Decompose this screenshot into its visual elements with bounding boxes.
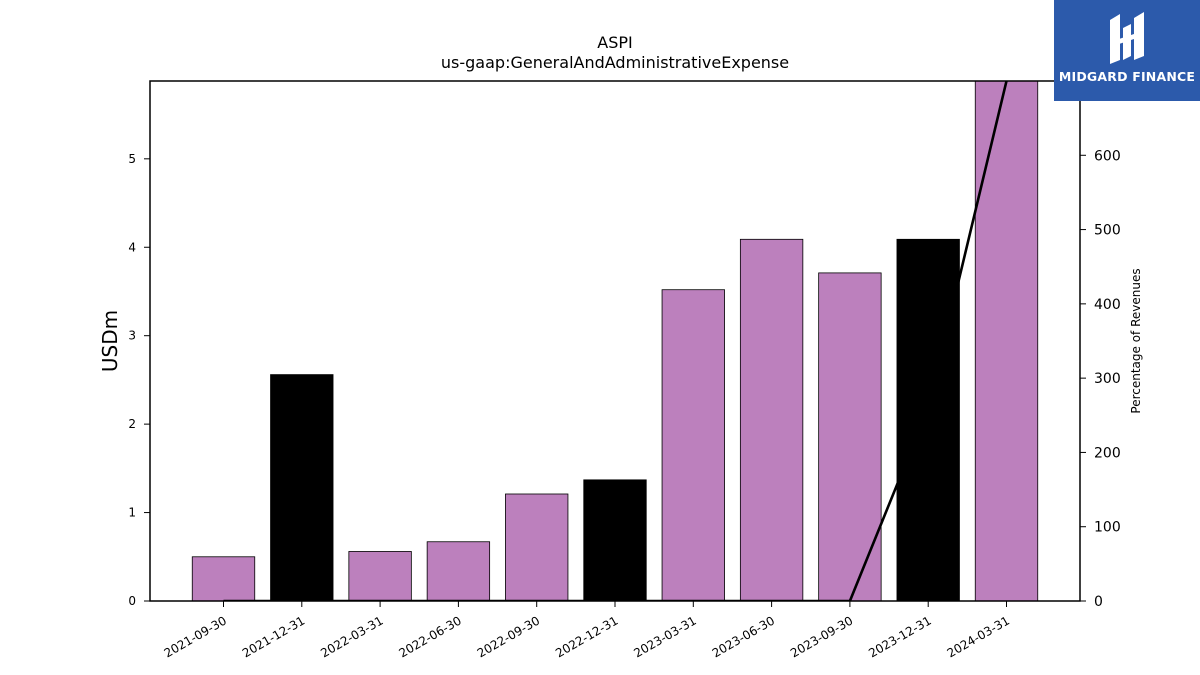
- x-tick-label: 2023-03-31: [631, 613, 698, 660]
- y-tick-label: 4: [128, 240, 136, 254]
- y-tick-label: 0: [128, 594, 136, 608]
- bar-2023-03-31: [661, 289, 725, 602]
- y-axis-left: 0 1 2 3 4 5: [128, 152, 150, 608]
- y-tick-label: 2: [128, 417, 136, 431]
- y-tick-label: 5: [128, 152, 136, 166]
- x-tick-label: 2024-03-31: [945, 613, 1012, 660]
- y-axis-right: 0 100 200 300 400 500 600: [1080, 148, 1121, 610]
- revenue-percentage-line: [223, 81, 1008, 601]
- x-tick-label: 2023-12-31: [866, 613, 933, 660]
- bar-2023-12-31: [896, 238, 960, 602]
- line-percentage-of-revenues: [223, 81, 1008, 601]
- bar-series: [191, 80, 1039, 602]
- bar-2023-09-30: [818, 272, 882, 602]
- y2-tick-label: 0: [1094, 594, 1103, 610]
- y2-tick-label: 400: [1094, 297, 1121, 313]
- y-axis-label: USDm: [98, 310, 122, 372]
- y2-tick-label: 600: [1094, 148, 1121, 164]
- midgard-finance-logo: MIDGARD FINANCE: [1054, 0, 1200, 101]
- bar-2022-09-30: [505, 493, 569, 602]
- x-tick-label: 2022-06-30: [396, 613, 463, 660]
- chart-title: ASPI: [597, 33, 632, 52]
- x-tick-label: 2023-06-30: [710, 613, 777, 660]
- x-tick-label: 2022-09-30: [475, 613, 542, 660]
- x-tick-label: 2021-09-30: [162, 613, 229, 660]
- bar-2021-09-30: [191, 556, 256, 602]
- x-tick-label: 2021-12-31: [240, 613, 307, 660]
- y2-tick-label: 300: [1094, 371, 1121, 387]
- y-tick-label: 3: [128, 329, 136, 343]
- bar-2023-06-30: [739, 238, 804, 602]
- midgard-logo-icon: [1110, 12, 1144, 64]
- x-tick-label: 2022-12-31: [553, 613, 620, 660]
- x-tick-label: 2022-03-31: [318, 613, 385, 660]
- y2-tick-label: 500: [1094, 223, 1121, 239]
- bar-2022-03-31: [348, 551, 412, 602]
- x-axis: 2021-09-30 2021-12-31 2022-03-31 2022-06-30…: [162, 601, 1012, 660]
- y2-axis-label: Percentage of Revenues: [1129, 268, 1143, 413]
- bar-2024-03-31: [974, 80, 1039, 602]
- logo-text: MIDGARD FINANCE: [1058, 69, 1196, 84]
- bar-2022-06-30: [426, 541, 491, 602]
- y-tick-label: 1: [128, 506, 136, 520]
- y2-tick-label: 200: [1094, 445, 1121, 461]
- bar-2022-12-31: [583, 479, 647, 602]
- x-tick-label: 2023-09-30: [788, 613, 855, 660]
- bar-2021-12-31: [270, 374, 334, 602]
- chart-subtitle: us-gaap:GeneralAndAdministrativeExpense: [441, 53, 789, 72]
- y2-tick-label: 100: [1094, 520, 1121, 536]
